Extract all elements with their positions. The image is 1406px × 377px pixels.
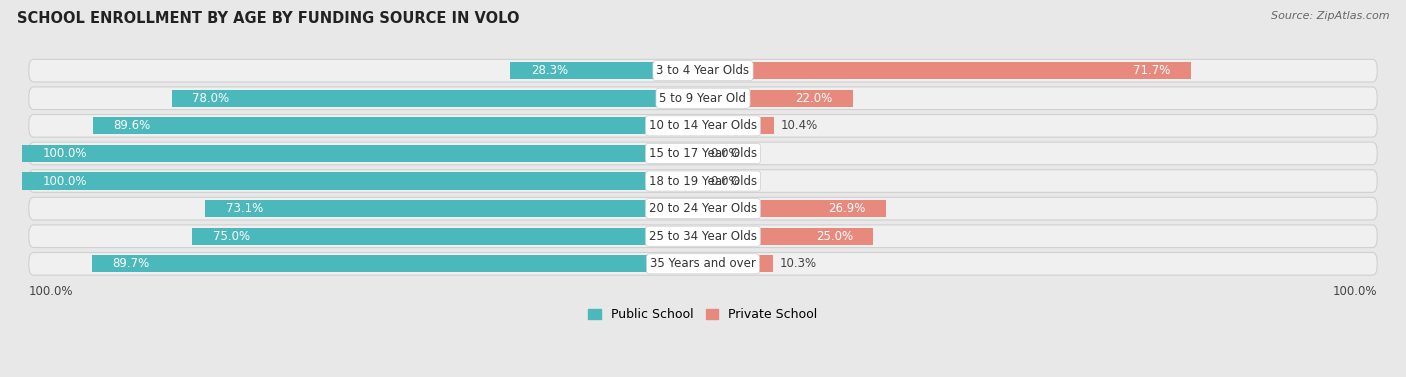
Bar xyxy=(205,200,703,217)
Bar xyxy=(93,117,703,134)
Text: SCHOOL ENROLLMENT BY AGE BY FUNDING SOURCE IN VOLO: SCHOOL ENROLLMENT BY AGE BY FUNDING SOUR… xyxy=(17,11,519,26)
Text: 0.0%: 0.0% xyxy=(710,175,740,187)
FancyBboxPatch shape xyxy=(30,225,1376,248)
Text: 89.7%: 89.7% xyxy=(112,257,150,270)
Bar xyxy=(703,255,773,273)
Bar xyxy=(22,145,703,162)
Text: 22.0%: 22.0% xyxy=(796,92,832,105)
Text: 10.4%: 10.4% xyxy=(780,120,818,132)
Text: 100.0%: 100.0% xyxy=(42,147,87,160)
Text: 100.0%: 100.0% xyxy=(1333,285,1376,298)
Text: 100.0%: 100.0% xyxy=(42,175,87,187)
FancyBboxPatch shape xyxy=(30,253,1376,275)
Text: 10 to 14 Year Olds: 10 to 14 Year Olds xyxy=(650,120,756,132)
Text: 20 to 24 Year Olds: 20 to 24 Year Olds xyxy=(650,202,756,215)
Text: 10.3%: 10.3% xyxy=(780,257,817,270)
Bar xyxy=(510,62,703,79)
Bar xyxy=(93,255,703,273)
Bar xyxy=(193,228,703,245)
FancyBboxPatch shape xyxy=(30,115,1376,137)
FancyBboxPatch shape xyxy=(30,59,1376,82)
Text: 3 to 4 Year Olds: 3 to 4 Year Olds xyxy=(657,64,749,77)
Bar xyxy=(172,90,703,107)
Text: 71.7%: 71.7% xyxy=(1133,64,1171,77)
Legend: Public School, Private School: Public School, Private School xyxy=(583,303,823,326)
Text: 75.0%: 75.0% xyxy=(212,230,250,243)
Text: 15 to 17 Year Olds: 15 to 17 Year Olds xyxy=(650,147,756,160)
Text: 28.3%: 28.3% xyxy=(530,64,568,77)
Text: 78.0%: 78.0% xyxy=(193,92,229,105)
Text: 18 to 19 Year Olds: 18 to 19 Year Olds xyxy=(650,175,756,187)
FancyBboxPatch shape xyxy=(30,197,1376,220)
Text: 25 to 34 Year Olds: 25 to 34 Year Olds xyxy=(650,230,756,243)
Bar xyxy=(703,200,886,217)
Text: Source: ZipAtlas.com: Source: ZipAtlas.com xyxy=(1271,11,1389,21)
Text: 25.0%: 25.0% xyxy=(815,230,853,243)
FancyBboxPatch shape xyxy=(30,87,1376,110)
Bar xyxy=(703,90,853,107)
Bar xyxy=(703,117,773,134)
FancyBboxPatch shape xyxy=(30,142,1376,165)
Text: 100.0%: 100.0% xyxy=(30,285,73,298)
Text: 35 Years and over: 35 Years and over xyxy=(650,257,756,270)
Bar xyxy=(22,172,703,190)
Bar xyxy=(703,228,873,245)
Text: 5 to 9 Year Old: 5 to 9 Year Old xyxy=(659,92,747,105)
Text: 89.6%: 89.6% xyxy=(114,120,150,132)
Text: 0.0%: 0.0% xyxy=(710,147,740,160)
Bar xyxy=(703,62,1191,79)
FancyBboxPatch shape xyxy=(30,170,1376,192)
Text: 26.9%: 26.9% xyxy=(828,202,866,215)
Text: 73.1%: 73.1% xyxy=(225,202,263,215)
